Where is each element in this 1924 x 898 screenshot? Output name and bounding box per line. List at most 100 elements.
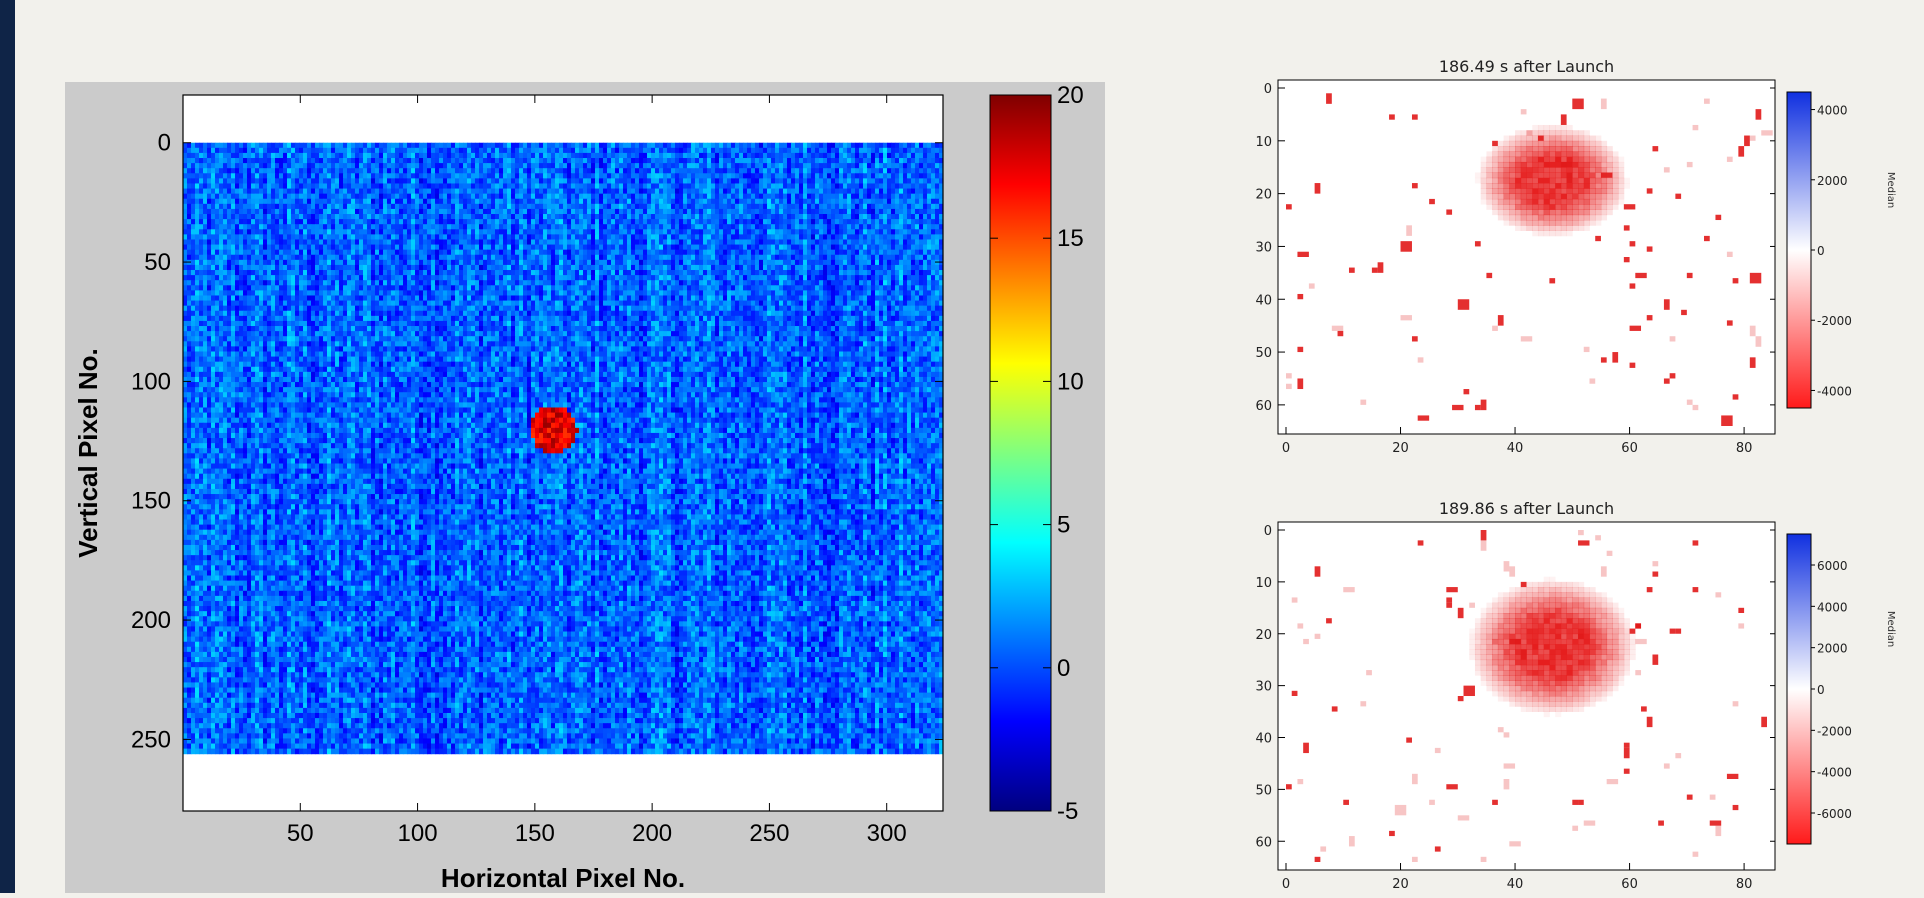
heatmap-cell [931,142,936,149]
heatmap-cell [579,188,584,195]
heatmap-cell [243,163,248,169]
heatmap-cell [515,152,520,159]
heatmap-cell [479,239,484,246]
heatmap-cell [203,254,208,261]
heatmap-cell [427,214,432,220]
heatmap-cell [523,254,528,261]
heatmap-cell [675,234,680,240]
heatmap-cell [647,214,652,220]
heatmap-cell [571,264,576,271]
heatmap-cell [811,254,816,261]
heatmap-cell [307,219,312,225]
heatmap-cell [351,254,356,261]
heatmap-cell [299,178,304,184]
heatmap-cell [255,163,260,169]
heatmap-cell [799,239,804,246]
heatmap-cell [631,234,636,240]
heatmap-cell [235,208,240,215]
heatmap-cell [495,152,500,159]
heatmap-cell [411,208,416,215]
heatmap-cell [651,163,656,169]
heatmap-cell [183,168,188,174]
heatmap-cell [719,270,724,276]
heatmap-cell [211,234,216,240]
heatmap-cell [899,158,904,164]
heatmap-cell [331,254,336,261]
heatmap-cell [371,234,376,240]
heatmap-cell [595,224,600,230]
heatmap-cell [215,208,220,215]
heatmap-cell [599,249,604,256]
heatmap-cell [343,208,348,215]
heatmap-cell [879,264,884,271]
heatmap-cell [203,152,208,159]
heatmap-cell [707,239,712,246]
heatmap-cell [667,234,672,240]
heatmap-cell [611,158,616,164]
heatmap-cell [379,229,384,235]
heatmap-cell [895,198,900,205]
heatmap-cell [219,188,224,195]
heatmap-cell [503,163,508,169]
heatmap-cell [731,168,736,174]
heatmap-cell [855,229,860,235]
heatmap-cell [371,168,376,174]
heatmap-cell [843,259,848,266]
heatmap-cell [739,239,744,246]
heatmap-cell [903,264,908,271]
heatmap-cell [923,208,928,215]
heatmap-cell [355,193,360,200]
heatmap-cell [879,214,884,220]
heatmap-cell [843,234,848,240]
heatmap-cell [523,219,528,225]
heatmap-cell [307,229,312,235]
heatmap-cell [487,270,492,276]
heatmap-cell [603,239,608,246]
heatmap-cell [767,188,772,195]
heatmap-cell [691,183,696,190]
heatmap-cell [635,264,640,271]
heatmap-cell [895,208,900,215]
heatmap-cell [267,188,272,195]
heatmap-cell [935,193,940,200]
heatmap-cell [239,259,244,266]
heatmap-cell [315,254,320,261]
heatmap-cell [839,183,844,190]
heatmap-cell [471,183,476,190]
heatmap-cell [763,147,768,154]
heatmap-cell [879,249,884,256]
heatmap-cell [471,173,476,179]
heatmap-cell [915,178,920,184]
heatmap-cell [511,249,516,256]
heatmap-cell [927,214,932,220]
heatmap-cell [911,234,916,240]
heatmap-cell [699,259,704,266]
heatmap-cell [339,208,344,215]
heatmap-cell [587,244,592,251]
heatmap-cell [251,183,256,190]
heatmap-cell [379,173,384,179]
heatmap-cell [519,234,524,240]
heatmap-cell [263,234,268,240]
heatmap-cell [519,178,524,184]
heatmap-cell [923,173,928,179]
heatmap-cell [323,208,328,215]
heatmap-cell [643,244,648,251]
heatmap-cell [219,158,224,164]
heatmap-cell [287,254,292,261]
heatmap-cell [671,163,676,169]
heatmap-cell [791,234,796,240]
heatmap-cell [499,244,504,251]
heatmap-cell [327,188,332,195]
heatmap-cell [331,239,336,246]
heatmap-cell [891,142,896,149]
heatmap-cell [899,264,904,271]
heatmap-cell [407,219,412,225]
heatmap-cell [243,183,248,190]
heatmap-cell [479,264,484,271]
heatmap-cell [567,224,572,230]
heatmap-cell [263,163,268,169]
heatmap-cell [663,270,668,276]
heatmap-cell [911,158,916,164]
heatmap-cell [755,229,760,235]
